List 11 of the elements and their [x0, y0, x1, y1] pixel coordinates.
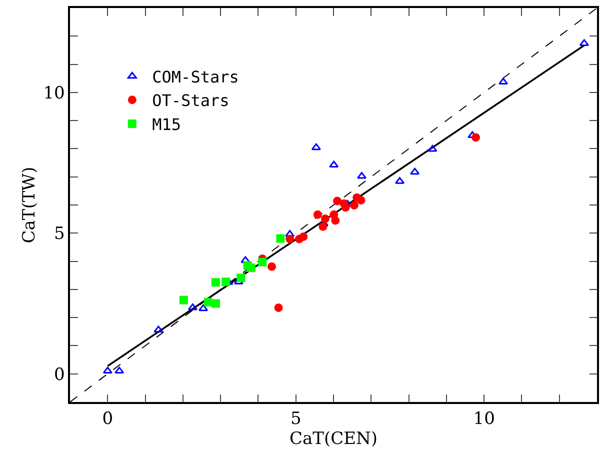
y-tick-label: 0 — [54, 364, 65, 385]
y-axis-title: CaT(TW) — [19, 166, 40, 244]
x-axis-title: CaT(CEN) — [289, 429, 378, 450]
x-tick-label: 0 — [102, 409, 114, 430]
x-tick-label: 5 — [290, 409, 302, 430]
y-tick-label: 10 — [43, 83, 65, 104]
legend-label: COM-Stars — [152, 67, 239, 86]
legend-label: OT-Stars — [152, 91, 230, 110]
x-tick-label: 10 — [473, 409, 495, 430]
y-tick-label: 5 — [54, 224, 65, 244]
legend-label: M15 — [152, 114, 182, 134]
